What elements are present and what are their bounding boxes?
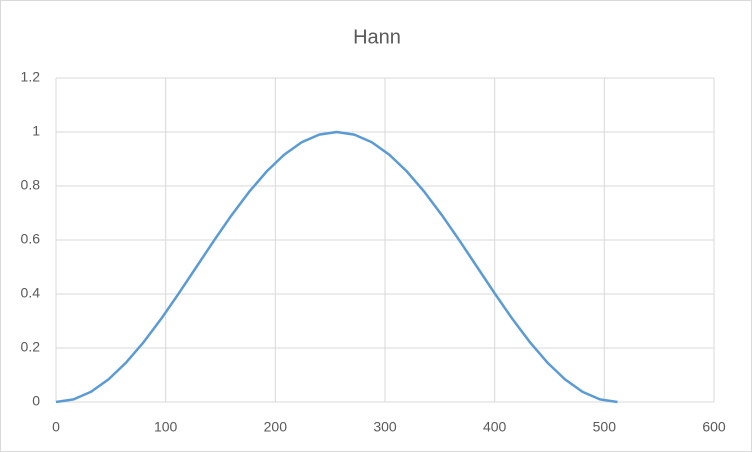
y-tick-label: 0.4 (21, 285, 41, 301)
y-tick-label: 0 (32, 393, 40, 409)
data-line (55, 130, 618, 404)
x-tick-label: 400 (483, 419, 507, 435)
x-tick-label: 100 (154, 419, 178, 435)
y-tick-label: 0.6 (21, 231, 41, 247)
x-tick-label: 500 (593, 419, 617, 435)
y-tick-label: 1.2 (21, 69, 41, 85)
x-tick-label: 300 (373, 419, 397, 435)
x-tick-label: 0 (52, 419, 60, 435)
x-tick-label: 200 (264, 419, 288, 435)
x-tick-label: 600 (702, 419, 726, 435)
chart-title: Hann (353, 26, 401, 48)
y-tick-label: 0.8 (21, 177, 41, 193)
y-tick-label: 1 (32, 123, 40, 139)
y-tick-label: 0.2 (21, 339, 41, 355)
